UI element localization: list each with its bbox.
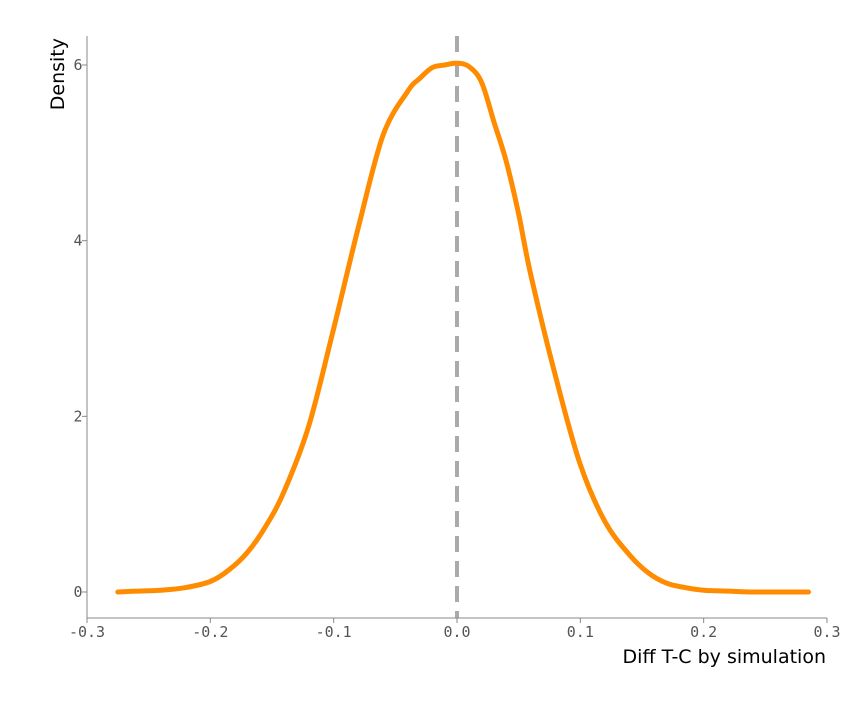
y-tick-label: 4 — [73, 232, 82, 250]
x-tick-label: 0.0 — [443, 623, 470, 641]
x-tick-label: 0.3 — [813, 623, 840, 641]
density-curve — [115, 60, 811, 595]
x-tick-label: -0.3 — [69, 623, 105, 641]
x-tick-label: 0.1 — [567, 623, 594, 641]
x-axis-title: Diff T-C by simulation — [623, 646, 826, 668]
y-tick-label: 2 — [73, 407, 82, 425]
x-tick-label: 0.2 — [690, 623, 717, 641]
y-axis-title: Density — [47, 38, 69, 110]
x-tick-label: -0.2 — [192, 623, 228, 641]
tick-labels: -0.3 -0.2 -0.1 0.0 0.1 0.2 0.3 0 2 4 6 — [69, 56, 841, 641]
y-tick-label: 6 — [73, 56, 82, 74]
y-tick-label: 0 — [73, 583, 82, 601]
x-tick-label: -0.1 — [316, 623, 352, 641]
plot-area — [115, 36, 811, 618]
